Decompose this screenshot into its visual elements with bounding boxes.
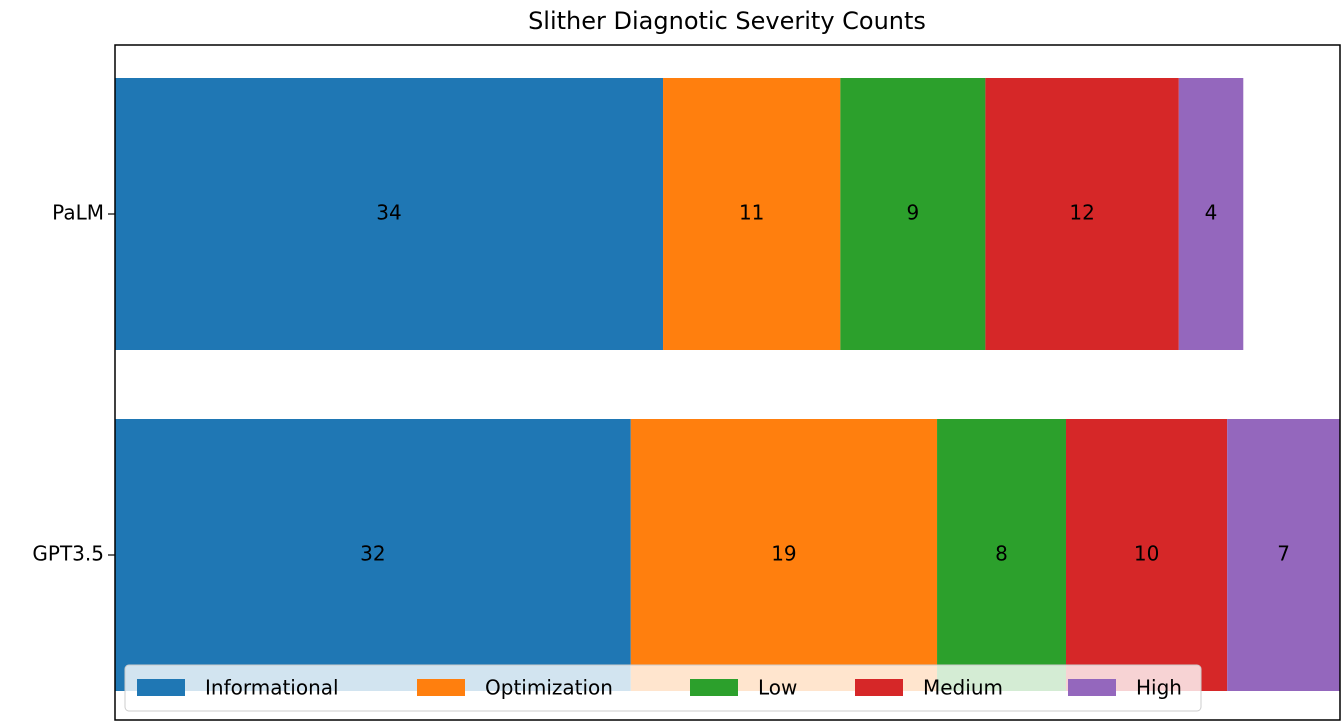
data-label: 9: [906, 201, 919, 225]
data-label: 19: [771, 542, 796, 566]
legend-label: Low: [758, 676, 797, 700]
legend-swatch: [137, 679, 185, 696]
legend-box: [124, 664, 1202, 712]
bar-segment: [115, 78, 664, 350]
data-label: 12: [1069, 201, 1094, 225]
chart-title: Slither Diagnotic Severity Counts: [528, 7, 926, 35]
legend: Informational Optimization Low Medium High: [124, 664, 1202, 712]
y-tick-label: GPT3.5: [32, 542, 104, 566]
bar-segment: [115, 419, 631, 691]
bar-segment: [937, 419, 1066, 691]
data-label: 7: [1277, 542, 1290, 566]
data-label: 8: [995, 542, 1008, 566]
data-label: 11: [739, 201, 764, 225]
legend-label: Medium: [923, 676, 1003, 700]
bar-segment: [1065, 419, 1228, 691]
legend-swatch: [1068, 679, 1116, 696]
data-label: 10: [1134, 542, 1159, 566]
legend-label: High: [1136, 676, 1182, 700]
bar-segment: [840, 78, 986, 350]
legend-label: Informational: [205, 676, 339, 700]
legend-swatch: [417, 679, 465, 696]
legend-swatch: [855, 679, 903, 696]
data-label: 34: [376, 201, 401, 225]
y-tick-label: PaLM: [52, 201, 104, 225]
bar-segment: [663, 78, 841, 350]
bar-segment: [630, 419, 938, 691]
axes-frame: [114, 44, 1341, 721]
data-label: 4: [1205, 201, 1218, 225]
legend-label: Optimization: [485, 676, 613, 700]
bar-segment: [1227, 419, 1340, 691]
bar-segment: [985, 78, 1179, 350]
bar-segment: [1178, 78, 1244, 350]
legend-swatch: [690, 679, 738, 696]
data-label: 32: [360, 542, 385, 566]
